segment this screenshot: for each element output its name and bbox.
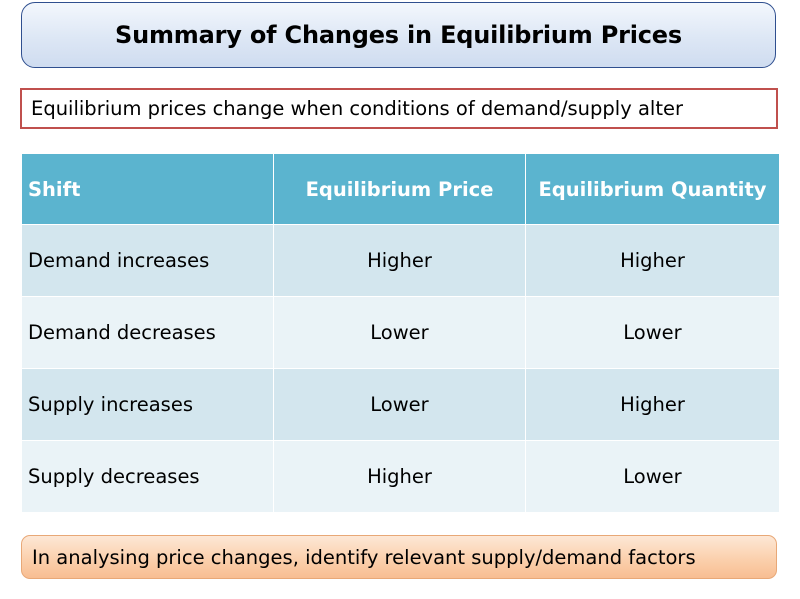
summary-table-container: Shift Equilibrium Price Equilibrium Quan…	[21, 153, 780, 513]
title-banner: Summary of Changes in Equilibrium Prices	[21, 2, 776, 68]
table-row: Supply increases Lower Higher	[21, 368, 780, 441]
table-row: Supply decreases Higher Lower	[21, 440, 780, 513]
cell-price: Higher	[273, 440, 526, 513]
page-title: Summary of Changes in Equilibrium Prices	[115, 21, 682, 49]
table-row: Demand decreases Lower Lower	[21, 296, 780, 369]
cell-quantity: Lower	[525, 296, 780, 369]
subtitle-text: Equilibrium prices change when condition…	[31, 97, 683, 120]
table-header-row: Shift Equilibrium Price Equilibrium Quan…	[21, 153, 780, 225]
table-row: Demand increases Higher Higher	[21, 224, 780, 297]
cell-shift: Demand increases	[21, 224, 274, 297]
cell-quantity: Higher	[525, 368, 780, 441]
summary-table: Shift Equilibrium Price Equilibrium Quan…	[21, 153, 780, 513]
cell-quantity: Higher	[525, 224, 780, 297]
cell-quantity: Lower	[525, 440, 780, 513]
header-equilibrium-quantity: Equilibrium Quantity	[525, 153, 780, 225]
cell-price: Higher	[273, 224, 526, 297]
cell-price: Lower	[273, 368, 526, 441]
header-equilibrium-price: Equilibrium Price	[273, 153, 526, 225]
header-shift: Shift	[21, 153, 274, 225]
footer-text: In analysing price changes, identify rel…	[32, 545, 696, 569]
cell-shift: Supply decreases	[21, 440, 274, 513]
cell-shift: Demand decreases	[21, 296, 274, 369]
cell-shift: Supply increases	[21, 368, 274, 441]
subtitle-banner: Equilibrium prices change when condition…	[20, 88, 778, 129]
cell-price: Lower	[273, 296, 526, 369]
footer-banner: In analysing price changes, identify rel…	[21, 535, 777, 579]
